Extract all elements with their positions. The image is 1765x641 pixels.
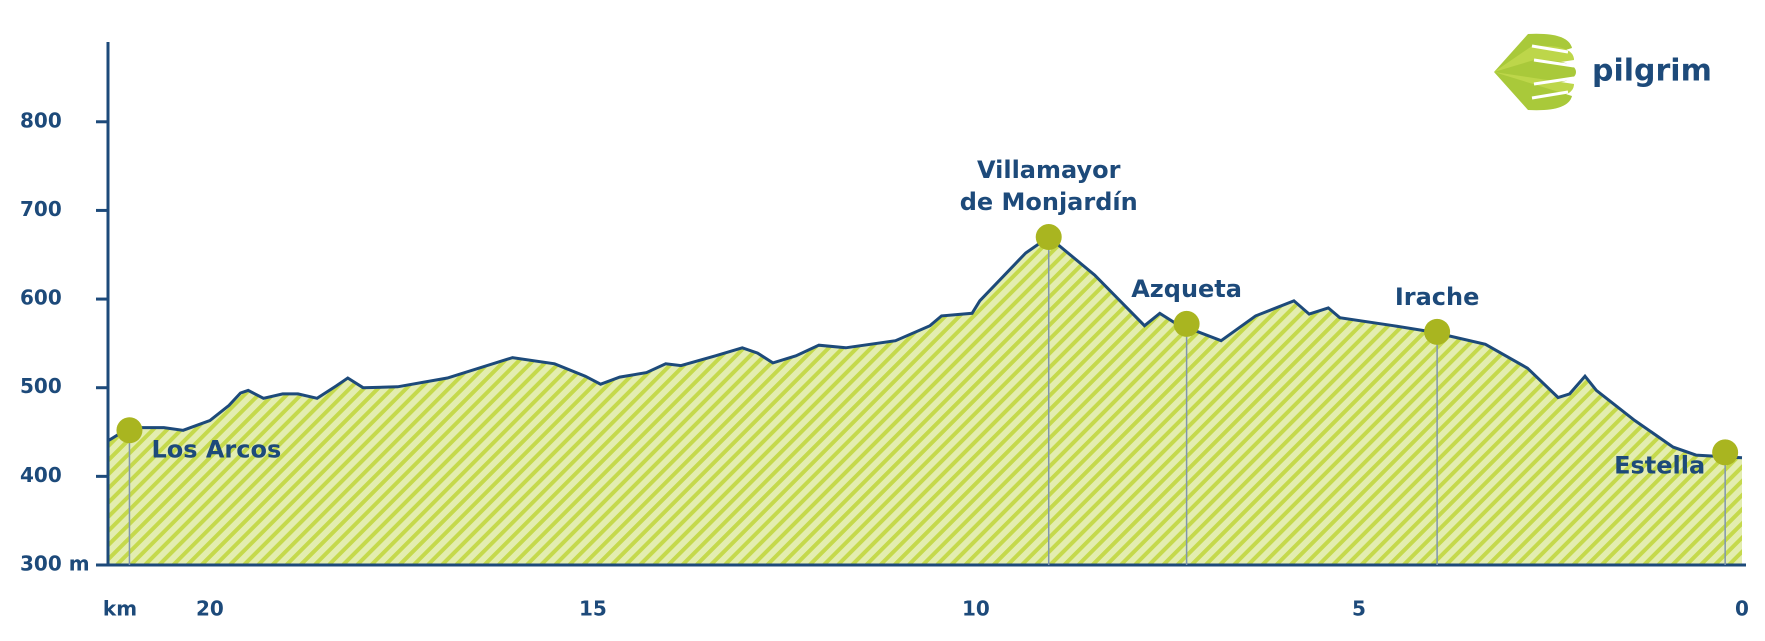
town-label: Irache <box>1395 283 1480 311</box>
y-tick-label: 700 <box>20 197 62 221</box>
town-marker <box>1424 318 1451 345</box>
town-label: Azqueta <box>1131 275 1242 303</box>
town-label: Villamayor <box>977 156 1121 184</box>
x-tick-label: 15 <box>579 597 607 621</box>
elevation-area <box>108 237 1742 565</box>
town-marker <box>1173 310 1200 337</box>
y-tick-label: 300 m <box>20 552 90 576</box>
town-label: de Monjardín <box>960 188 1138 216</box>
y-tick-label: 600 <box>20 286 62 310</box>
town-label: Los Arcos <box>151 435 281 463</box>
town-marker <box>116 417 143 444</box>
x-tick-label: 10 <box>962 597 990 621</box>
y-tick-label: 800 <box>20 108 62 132</box>
x-tick-label: 5 <box>1352 597 1366 621</box>
x-tick-label: 0 <box>1735 597 1749 621</box>
x-tick-label: 20 <box>196 597 224 621</box>
logo-text: pilgrim <box>1592 54 1712 89</box>
logo-shell <box>1494 33 1576 111</box>
town-label: Estella <box>1614 451 1705 479</box>
town-marker <box>1712 439 1739 466</box>
x-axis-label: km <box>103 597 137 621</box>
logo: pilgrim <box>1494 33 1712 111</box>
y-tick-label: 500 <box>20 374 62 398</box>
town-marker <box>1035 224 1062 251</box>
y-tick-label: 400 <box>20 463 62 487</box>
